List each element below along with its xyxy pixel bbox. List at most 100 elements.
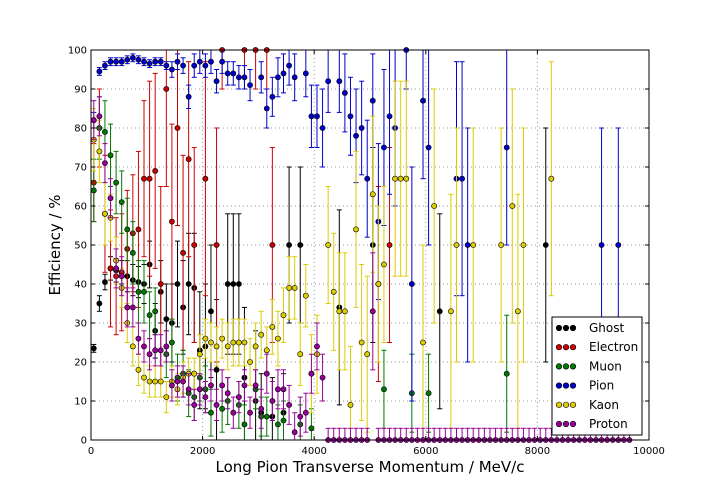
data-point [358,125,365,131]
data-point [341,308,348,315]
data-point [191,242,198,248]
data-point [453,242,460,248]
data-point [224,343,231,350]
legend-marker [562,344,570,351]
data-point [107,265,114,272]
data-point [157,281,164,287]
data-point [141,58,147,65]
y-tick-label: 80 [74,124,87,135]
data-point [297,242,304,248]
data-point [174,281,181,287]
data-point [163,316,170,322]
data-point [185,93,192,100]
data-point [169,382,175,389]
data-point [520,242,527,248]
data-point [202,335,209,342]
data-point [291,74,298,81]
data-point [191,62,198,69]
data-point [314,113,320,120]
data-point [163,86,170,92]
data-point [157,378,164,385]
legend-marker [569,324,577,332]
data-point [174,58,181,65]
y-tick-label: 10 [74,397,87,408]
data-point [213,401,220,408]
data-point [514,308,521,315]
data-point [330,288,337,295]
data-point [124,226,131,233]
data-point [358,339,365,346]
legend-marker [569,363,577,370]
data-point [341,90,348,96]
legend-item-ghost: Ghost [555,321,624,335]
data-point [202,62,209,69]
data-point [258,74,265,81]
x-tick-label: 8000 [525,446,550,457]
data-point [96,148,103,155]
data-point [185,281,192,287]
data-point [180,249,186,256]
series-kaon [90,61,555,441]
data-point [174,125,181,131]
data-point [219,335,226,342]
data-point [302,70,309,77]
data-point [230,70,237,77]
data-point [258,331,265,338]
data-point [241,421,248,428]
data-point [146,378,153,385]
data-point [208,409,214,416]
y-tick-label: 70 [74,163,87,174]
data-point [213,343,220,350]
data-point [425,144,432,151]
x-tick-label: 0 [88,446,94,457]
data-point [286,62,292,69]
data-point [213,78,220,85]
data-point [347,113,354,120]
legend-marker [569,344,577,351]
data-point [102,279,108,285]
data-point [286,242,292,248]
y-tick-label: 30 [74,319,87,330]
data-point [308,370,315,377]
data-point [319,374,326,381]
data-point [464,242,471,248]
data-point [107,58,114,65]
data-point [113,179,120,186]
data-point [615,242,622,248]
legend-label: Kaon [589,398,619,412]
legend-marker [569,420,577,428]
x-tick-label: 6000 [413,446,438,457]
data-point [180,62,186,69]
legend-label: Muon [589,359,622,373]
legend-marker [555,382,563,389]
data-point [336,78,343,85]
data-point [509,203,516,209]
data-point [113,265,120,272]
data-point [102,128,108,135]
legend-marker [569,401,577,408]
data-point [230,409,237,416]
data-point [275,335,281,342]
data-point [386,242,393,248]
data-point [185,156,192,163]
data-point [96,68,103,75]
data-point [436,308,443,315]
x-axis-label: Long Pion Transverse Momentum / MeV/c [216,458,525,476]
data-point [470,242,477,248]
data-point [235,339,242,346]
data-point [308,425,315,432]
legend-marker [562,363,570,370]
data-point [364,175,371,182]
data-point [325,78,332,85]
legend: Ghost Electron Muon Pion Kaon Proton [551,316,643,436]
data-point [347,401,354,408]
data-point [213,242,220,248]
data-point [286,284,292,291]
data-point [381,261,387,268]
x-tick-label: 2000 [190,446,215,457]
data-point [141,343,147,350]
data-point [129,343,136,350]
legend-label: Pion [589,379,614,393]
data-point [269,242,276,248]
data-point [129,249,136,256]
